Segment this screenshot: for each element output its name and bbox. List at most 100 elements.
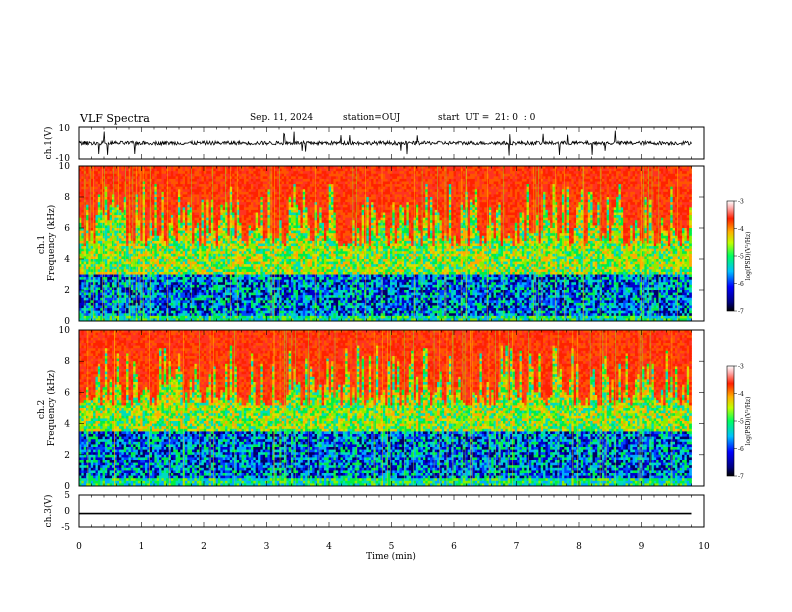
spectrogram-cell: [112, 290, 115, 293]
spectrogram-cell: [121, 179, 124, 182]
spectrogram-cell: [117, 197, 120, 200]
spectrogram-cell: [209, 269, 212, 272]
spectrogram-cell: [199, 311, 202, 314]
spectrogram-cell: [202, 269, 205, 272]
spectrogram-cell: [204, 298, 207, 301]
spectrogram-cell: [169, 184, 172, 187]
spectrogram-cell: [249, 313, 252, 316]
spectrogram-cell: [253, 246, 256, 249]
spectrogram-cell: [173, 169, 176, 172]
spectrogram-cell: [263, 303, 266, 306]
spectrogram-cell: [227, 200, 230, 203]
spectrogram-cell: [220, 269, 223, 272]
spectrogram-cell: [227, 275, 230, 278]
spectrogram-cell: [161, 213, 164, 216]
spectrogram-cell: [161, 256, 164, 259]
spectrogram-cell: [194, 262, 197, 265]
spectrogram-cell: [95, 311, 98, 314]
spectrogram-cell: [171, 179, 174, 182]
spectrogram-cell: [263, 246, 266, 249]
spectrogram-cell: [126, 259, 129, 262]
spectrogram-cell: [86, 285, 89, 288]
spectrogram-cell: [209, 218, 212, 221]
spectrogram-cell: [119, 194, 122, 197]
spectrogram-cell: [253, 194, 256, 197]
spectrogram-cell: [121, 267, 124, 270]
spectrogram-cell: [232, 285, 235, 288]
spectrogram-cell: [258, 236, 261, 239]
spectrogram-cell: [95, 256, 98, 259]
spectrogram-cell: [140, 197, 143, 200]
spectrogram-cell: [244, 228, 247, 231]
spectrogram-cell: [202, 215, 205, 218]
spectrogram-cell: [183, 311, 186, 314]
spectrogram-cell: [121, 293, 124, 296]
spectrogram-cell: [176, 236, 179, 239]
spectrogram-cell: [183, 225, 186, 228]
spectrogram-cell: [199, 241, 202, 244]
spectrogram-cell: [187, 184, 190, 187]
spectrogram-cell: [124, 295, 127, 298]
spectrogram-cell: [209, 277, 212, 280]
spectrogram-cell: [95, 272, 98, 275]
spectrogram-cell: [159, 187, 162, 190]
spectrogram-cell: [103, 213, 106, 216]
spectrogram-cell: [232, 313, 235, 316]
spectrogram-cell: [265, 269, 268, 272]
spectrogram-cell: [213, 187, 216, 190]
spectrogram-cell: [131, 187, 134, 190]
spectrogram-cell: [95, 202, 98, 205]
spectrogram-cell: [204, 308, 207, 311]
spectrogram-cell: [206, 249, 209, 252]
spectrogram-cell: [91, 316, 94, 319]
spectrogram-cell: [209, 295, 212, 298]
spectrogram-cell: [218, 277, 221, 280]
spectrogram-cell: [124, 220, 127, 223]
spectrogram-cell: [258, 207, 261, 210]
spectrogram-cell: [192, 256, 195, 259]
spectrogram-cell: [157, 264, 160, 267]
spectrogram-cell: [145, 308, 148, 311]
spectrogram-cell: [98, 267, 101, 270]
spectrogram-cell: [112, 282, 115, 285]
spectrogram-cell: [223, 236, 226, 239]
spectrogram-cell: [234, 228, 237, 231]
spectrogram-cell: [86, 184, 89, 187]
spectrogram-cell: [147, 311, 150, 314]
spectrogram-cell: [234, 192, 237, 195]
spectrogram-cell: [98, 220, 101, 223]
spectrogram-cell: [171, 220, 174, 223]
spectrogram-cell: [124, 213, 127, 216]
spectrogram-cell: [157, 277, 160, 280]
spectrogram-cell: [173, 192, 176, 195]
spectrogram-cell: [117, 251, 120, 254]
spectrogram-cell: [265, 290, 268, 293]
spectrogram-cell: [161, 231, 164, 234]
spectrogram-cell: [206, 194, 209, 197]
spectrogram-cell: [216, 277, 219, 280]
spectrogram-cell: [107, 200, 110, 203]
spectrogram-cell: [256, 280, 259, 283]
spectrogram-cell: [183, 218, 186, 221]
spectrogram-cell: [131, 313, 134, 316]
spectrogram-cell: [232, 275, 235, 278]
spectrogram-cell: [192, 169, 195, 172]
spectrogram-cell: [147, 249, 150, 252]
spectrogram-cell: [112, 306, 115, 309]
spectrogram-cell: [213, 244, 216, 247]
spectrogram-cell: [227, 264, 230, 267]
spectrogram-cell: [110, 298, 113, 301]
spectrogram-cell: [197, 176, 200, 179]
spectrogram-cell: [244, 300, 247, 303]
spectrogram-cell: [216, 264, 219, 267]
spectrogram-cell: [159, 259, 162, 262]
spectrogram-cell: [234, 311, 237, 314]
spectrogram-cell: [103, 306, 106, 309]
spectrogram-cell: [223, 225, 226, 228]
spectrogram-cell: [220, 254, 223, 257]
spectrogram-cell: [114, 238, 117, 241]
spectrogram-cell: [91, 187, 94, 190]
spectrogram-cell: [176, 277, 179, 280]
spectrogram-cell: [260, 256, 263, 259]
spectrogram-cell: [131, 238, 134, 241]
